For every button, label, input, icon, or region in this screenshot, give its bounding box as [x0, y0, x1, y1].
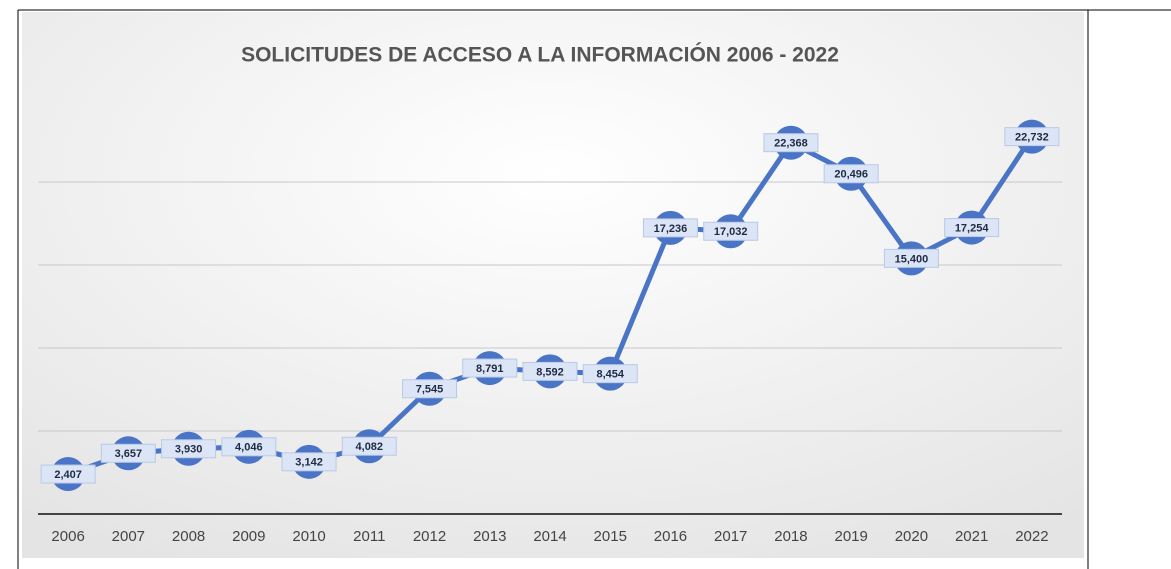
data-label-box: [763, 133, 819, 153]
data-label-box: [462, 358, 518, 378]
data-label: 2,407: [54, 469, 82, 481]
x-tick-label: 2015: [594, 528, 627, 545]
data-label-box: [703, 221, 759, 241]
data-label-box: [823, 164, 879, 184]
x-tick-label: 2006: [51, 528, 84, 545]
x-tick-label: 2019: [834, 528, 867, 545]
x-tick-label: 2011: [353, 528, 385, 545]
data-label: 3,930: [175, 444, 203, 456]
x-tick-label: 2009: [232, 528, 265, 545]
chart-background: [22, 12, 1084, 558]
x-tick-label: 2013: [473, 528, 506, 545]
data-label: 17,032: [714, 226, 748, 238]
data-label: 8,791: [476, 363, 504, 375]
data-label: 7,545: [416, 384, 444, 396]
x-tick-label: 2017: [714, 528, 747, 545]
x-tick-label: 2014: [533, 528, 566, 545]
data-label-box: [281, 452, 337, 472]
data-label: 22,732: [1015, 132, 1049, 144]
x-tick-label: 2016: [654, 528, 687, 545]
data-label-box: [100, 443, 156, 463]
data-label: 3,142: [295, 457, 323, 469]
data-label-box: [402, 379, 458, 399]
data-label-box: [1004, 127, 1060, 147]
data-label: 22,368: [774, 138, 808, 150]
data-label: 4,046: [235, 442, 263, 454]
data-label-box: [883, 248, 939, 268]
x-tick-label: 2021: [955, 528, 988, 545]
x-tick-label: 2008: [172, 528, 205, 545]
data-label: 8,454: [596, 369, 624, 381]
data-label-box: [582, 364, 638, 384]
data-label-box: [40, 464, 96, 484]
x-tick-label: 2010: [292, 528, 325, 545]
data-label-box: [944, 218, 1000, 238]
data-label: 17,254: [955, 222, 990, 234]
x-tick-label: 2020: [895, 528, 928, 545]
data-label: 20,496: [834, 169, 868, 181]
chart-title: SOLICITUDES DE ACCESO A LA INFORMACIÓN 2…: [241, 43, 839, 67]
data-label-box: [522, 361, 578, 381]
x-tick-label: 2018: [774, 528, 807, 545]
data-label: 8,592: [536, 366, 564, 378]
x-tick-label: 2007: [112, 528, 145, 545]
x-tick-label: 2012: [413, 528, 446, 545]
data-label: 3,657: [115, 448, 143, 460]
data-label: 17,236: [654, 223, 688, 235]
x-tick-label: 2022: [1015, 528, 1048, 545]
data-label-box: [642, 218, 698, 238]
data-label-box: [341, 436, 397, 456]
data-label-box: [221, 437, 277, 457]
data-label-box: [161, 439, 217, 459]
data-label: 4,082: [356, 441, 384, 453]
data-label: 15,400: [895, 253, 929, 265]
